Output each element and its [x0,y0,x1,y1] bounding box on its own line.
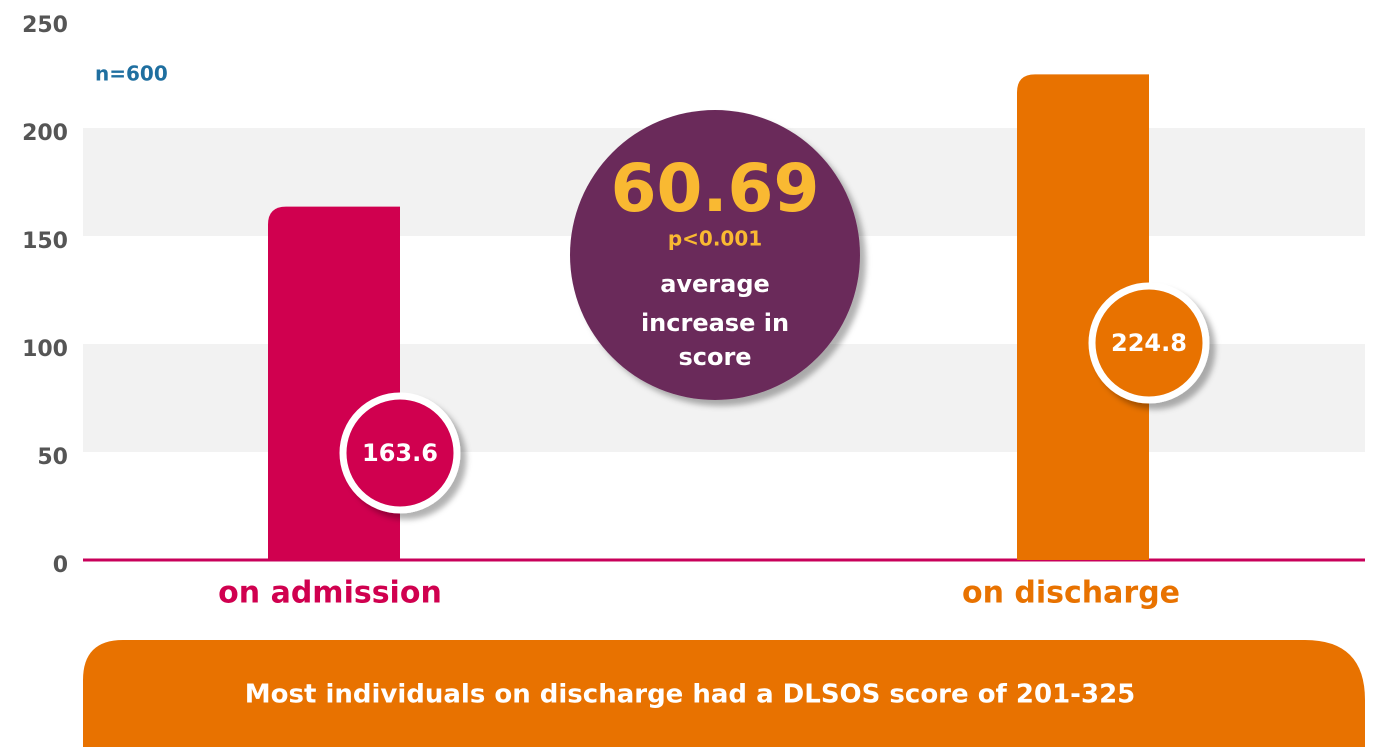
value-label: 163.6 [362,439,438,467]
difference-badge [570,110,860,400]
footer-banner [83,640,1365,747]
x-tick-label: on discharge [962,576,1180,611]
caption-line: increase in [641,309,789,337]
value-badge [1088,282,1210,404]
y-tick-label: 50 [37,445,68,470]
sample-size: n=600 [95,62,168,86]
y-tick-label: 150 [22,229,68,254]
significance: p<0.001 [668,227,762,251]
y-tick-label: 200 [22,121,68,146]
bar [1017,74,1149,560]
footer-text: Most individuals on discharge had a DLSO… [245,680,1136,710]
value-label: 224.8 [1111,329,1187,357]
y-tick-label: 250 [22,13,68,38]
y-tick-label: 0 [53,553,68,578]
difference-value: 60.69 [611,150,820,227]
caption-line: average [660,270,770,298]
value-badge [339,392,461,514]
caption-line: score [678,343,751,371]
y-tick-label: 100 [22,337,68,362]
x-tick-label: on admission [218,576,442,611]
